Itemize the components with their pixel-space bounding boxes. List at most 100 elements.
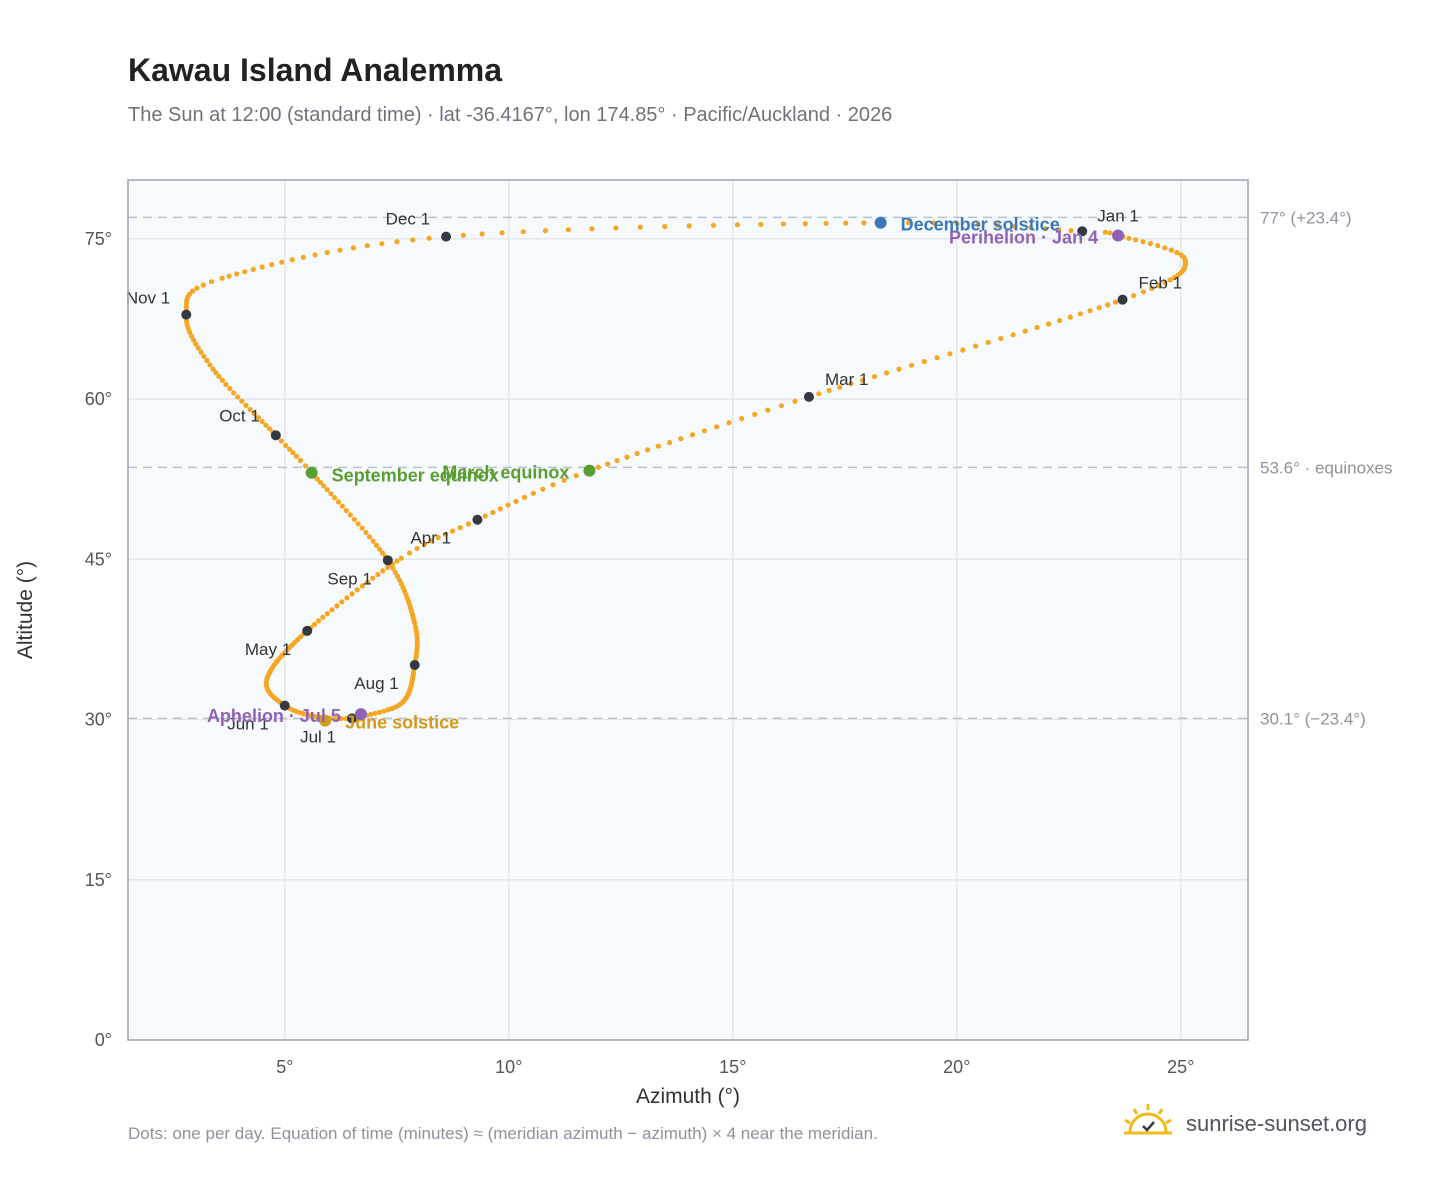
daily-sun-dot — [778, 403, 785, 409]
daily-sun-dot — [398, 555, 404, 561]
daily-sun-dot — [634, 450, 640, 457]
daily-sun-dot — [406, 550, 413, 556]
daily-sun-dot — [457, 525, 463, 531]
daily-sun-dot — [442, 531, 448, 537]
daily-sun-dot — [701, 428, 708, 434]
x-tick-label: 25° — [1167, 1057, 1194, 1077]
daily-sun-dot — [934, 355, 940, 361]
daily-sun-dot — [1022, 328, 1028, 334]
brand[interactable]: sunrise-sunset.org — [1122, 1102, 1367, 1145]
month-marker — [441, 231, 452, 242]
daily-sun-dot — [338, 716, 344, 722]
daily-sun-dot — [207, 362, 213, 368]
daily-sun-dot — [350, 245, 356, 251]
month-marker — [409, 660, 420, 671]
daily-sun-dot — [954, 221, 960, 227]
month-label: Mar 1 — [825, 370, 868, 389]
daily-sun-dot — [349, 591, 355, 597]
event-marker — [354, 708, 367, 721]
daily-sun-dot — [482, 513, 488, 519]
daily-sun-dot — [435, 534, 441, 541]
daily-sun-dot — [994, 222, 1001, 228]
month-marker — [472, 514, 483, 525]
daily-sun-dot — [372, 710, 378, 717]
month-marker — [181, 309, 192, 320]
daily-sun-dot — [689, 432, 696, 438]
daily-sun-dot — [1131, 293, 1137, 299]
daily-sun-dot — [263, 422, 269, 428]
daily-sun-dot — [278, 438, 284, 444]
daily-sun-dot — [316, 618, 322, 624]
daily-sun-dot — [595, 464, 601, 470]
daily-sun-dot — [565, 227, 571, 233]
daily-sun-dot — [213, 370, 219, 376]
daily-sun-dot — [335, 499, 342, 505]
daily-sun-dot — [1167, 277, 1173, 283]
month-marker — [803, 391, 814, 402]
daily-sun-dot — [370, 538, 376, 544]
daily-sun-dot — [1162, 279, 1168, 286]
daily-sun-dot — [1140, 239, 1146, 245]
daily-sun-dot — [1105, 302, 1111, 308]
month-label: Jul 1 — [300, 727, 336, 746]
daily-sun-dot — [190, 337, 197, 343]
event-label: June solstice — [345, 713, 459, 733]
daily-sun-dot — [231, 390, 237, 396]
event-label: Aphelion · Jul 5 — [207, 706, 341, 726]
month-label: Sep 1 — [327, 569, 371, 588]
y-axis-title: Altitude (°) — [14, 561, 37, 659]
daily-sun-dot — [1045, 321, 1052, 327]
daily-sun-dot — [666, 439, 673, 446]
daily-sun-dot — [311, 621, 318, 628]
daily-sun-dot — [975, 221, 981, 227]
daily-sun-dot — [710, 222, 717, 228]
daily-sun-dot — [1168, 247, 1174, 253]
chart-title: Kawau Island Analemma — [128, 52, 503, 88]
daily-sun-dot — [613, 225, 619, 231]
event-marker — [1112, 229, 1125, 242]
daily-sun-dot — [816, 391, 822, 397]
daily-sun-dot — [334, 603, 340, 609]
x-tick-label: 5° — [276, 1057, 293, 1077]
daily-sun-dot — [234, 271, 240, 277]
y-tick-label: 60° — [85, 389, 112, 409]
reference-line-label: 53.6° · equinoxes — [1260, 458, 1393, 477]
daily-sun-dot — [624, 454, 630, 460]
daily-sun-dot — [354, 587, 360, 593]
daily-sun-dot — [293, 453, 300, 459]
plot-area — [128, 180, 1248, 1040]
daily-sun-dot — [251, 411, 257, 417]
month-markers: Jan 1 Feb 1 Mar 1 Apr 1 May 1 Jun 1 Jul 1 Aug 1… — [126, 206, 1182, 746]
event-label: September equinox — [332, 466, 499, 486]
y-tick-label: 45° — [85, 549, 112, 569]
daily-sun-dot — [1096, 305, 1102, 311]
x-axis-ticks: 5° 10° 15° 20° 25° — [276, 1057, 1194, 1077]
daily-sun-dot — [380, 568, 386, 574]
daily-sun-dot — [520, 229, 526, 235]
daily-sun-dot — [201, 353, 207, 359]
daily-sun-dot — [414, 545, 420, 552]
daily-sun-dot — [860, 377, 866, 383]
daily-sun-dot — [905, 220, 911, 226]
daily-sun-dot — [312, 252, 318, 258]
daily-sun-dot — [243, 402, 249, 408]
daily-sun-dot — [421, 541, 427, 548]
event-marker — [583, 464, 596, 477]
daily-sun-dot — [297, 457, 304, 464]
month-label: Aug 1 — [354, 674, 398, 693]
chart-subtitle: The Sun at 12:00 (standard time) · lat -… — [128, 104, 893, 126]
daily-sun-dot — [947, 351, 953, 357]
daily-sun-dot — [259, 418, 265, 425]
daily-sun-dot — [909, 362, 915, 368]
sun-logo-icon — [1122, 1102, 1174, 1145]
x-tick-label: 10° — [495, 1057, 522, 1077]
month-label: Feb 1 — [1139, 274, 1182, 293]
daily-sun-dot — [394, 239, 400, 245]
daily-sun-dot — [505, 502, 511, 508]
x-tick-label: 20° — [943, 1057, 970, 1077]
daily-sun-dot — [1171, 275, 1177, 281]
daily-sun-dot — [188, 333, 195, 339]
daily-sun-dot — [255, 415, 261, 421]
daily-sun-dot — [1147, 241, 1153, 247]
daily-sun-dot — [283, 442, 289, 449]
